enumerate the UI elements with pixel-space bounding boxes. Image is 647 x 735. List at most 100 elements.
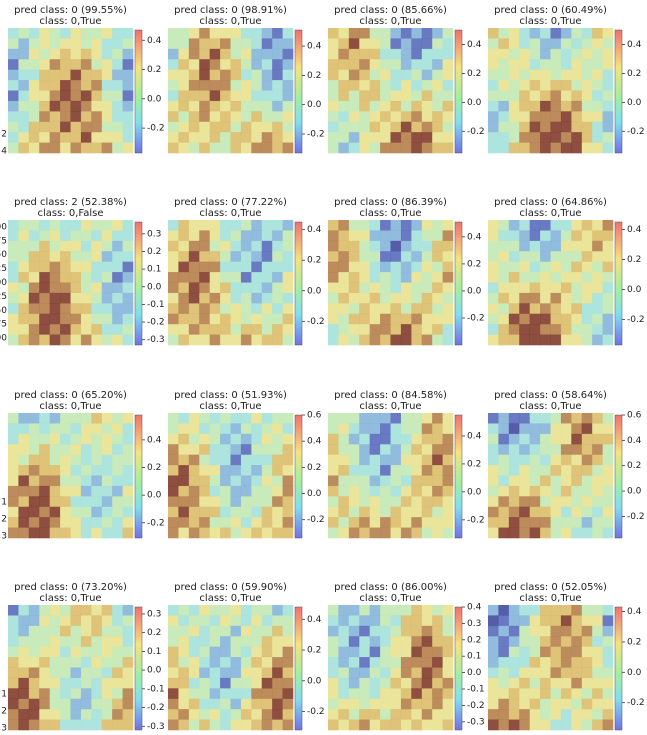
heatmap-cell	[240, 615, 252, 627]
heatmap-cell	[28, 111, 40, 123]
heatmap-cell	[380, 527, 391, 539]
heatmap-cell	[359, 688, 370, 700]
heatmap-cell	[421, 334, 433, 346]
heatmap-cell	[178, 496, 190, 508]
heatmap-cell	[80, 475, 92, 487]
heatmap-cell	[421, 38, 433, 50]
colorbar-tick-label: 0.0	[467, 98, 482, 108]
heatmap-cell	[240, 636, 252, 647]
heatmap-cell	[571, 496, 583, 508]
heatmap-cell	[18, 48, 30, 60]
heatmap-cell	[18, 688, 30, 700]
heatmap-cell	[261, 292, 273, 304]
heatmap-cell	[508, 636, 520, 647]
heatmap-cell	[432, 90, 443, 102]
heatmap-cell	[411, 625, 423, 637]
heatmap-cell	[39, 111, 50, 123]
heatmap-cell	[519, 261, 530, 273]
heatmap-cell	[348, 313, 360, 325]
heatmap-cell	[540, 220, 551, 231]
heatmap-cell	[498, 303, 510, 315]
heatmap-cell	[560, 121, 572, 133]
heatmap-cell	[560, 444, 572, 455]
heatmap-cell	[91, 240, 103, 252]
heatmap-cell	[400, 688, 412, 700]
heatmap-cell	[240, 28, 252, 39]
colorbar-tick-label: 0.3	[147, 609, 161, 619]
heatmap-cell	[220, 719, 231, 731]
heatmap-cell	[411, 59, 423, 70]
heatmap-cell	[592, 303, 603, 315]
heatmap-cell	[101, 69, 113, 81]
heatmap-cell	[328, 28, 339, 39]
colorbar-tick-label: 0.4	[627, 225, 642, 235]
heatmap-cell	[28, 28, 40, 39]
heatmap-cell	[178, 698, 190, 710]
colorbar-tick-label: 0.4	[307, 42, 322, 52]
heatmap-cell	[550, 261, 562, 273]
heatmap-cell	[529, 605, 541, 616]
heatmap-cell	[540, 48, 551, 60]
heatmap-cell	[178, 475, 190, 487]
heatmap-cell	[488, 142, 499, 154]
heatmap-cell	[359, 90, 370, 102]
heatmap-cell	[178, 527, 190, 539]
heatmap-cell	[519, 517, 530, 528]
heatmap-cell	[442, 454, 454, 466]
heatmap-cell	[348, 625, 360, 637]
heatmap-cell	[602, 506, 614, 518]
heatmap-cell	[209, 142, 221, 154]
heatmap-cell	[112, 59, 123, 70]
heatmap-cell	[178, 636, 190, 647]
heatmap-cell	[230, 433, 242, 445]
heatmap-cell	[529, 111, 541, 123]
heatmap-cell	[199, 667, 210, 679]
heatmap-cell	[39, 454, 50, 466]
heatmap-cell	[348, 303, 360, 315]
heatmap-cell	[338, 230, 350, 242]
heatmap-cell	[592, 90, 603, 102]
heatmap-cell	[592, 615, 603, 627]
heatmap-cell	[390, 657, 402, 668]
heatmap-cell	[390, 272, 402, 283]
heatmap-cell	[529, 465, 541, 476]
heatmap-cell	[39, 59, 50, 70]
heatmap-cell	[328, 413, 339, 424]
heatmap-cell	[432, 28, 443, 39]
heatmap-cell	[18, 677, 30, 689]
heatmap-cell	[60, 28, 71, 39]
heatmap-cell	[560, 485, 572, 497]
heatmap-cell	[519, 251, 530, 262]
heatmap-cell	[442, 636, 454, 647]
heatmap-cell	[540, 59, 551, 70]
heatmap-cell	[230, 220, 242, 231]
heatmap-cell	[80, 272, 92, 283]
heatmap-cell	[220, 475, 231, 487]
heatmap-cell	[70, 527, 82, 539]
heatmap-cell	[508, 444, 520, 455]
heatmap-cell	[240, 38, 252, 50]
heatmap-cell	[101, 48, 113, 60]
heatmap-cell	[178, 625, 190, 637]
heatmap-cell	[411, 677, 423, 689]
heatmap-cell	[390, 698, 402, 710]
heatmap-cell	[199, 48, 210, 60]
heatmap-cell	[421, 657, 433, 668]
heatmap-cell	[328, 132, 339, 143]
panel-subtitle: class: 0,True	[359, 401, 421, 412]
heatmap-cell	[498, 517, 510, 528]
heatmap-cell	[328, 334, 339, 346]
heatmap-cell	[282, 646, 294, 658]
heatmap-cell	[442, 698, 454, 710]
heatmap-cell	[91, 230, 103, 242]
heatmap-cell	[240, 433, 252, 445]
heatmap-cell	[188, 90, 200, 102]
heatmap-cell	[519, 230, 530, 242]
heatmap-cell	[550, 677, 562, 689]
heatmap-cell	[540, 142, 551, 154]
heatmap-cell	[60, 625, 71, 637]
heatmap-cell	[240, 334, 252, 346]
heatmap-cell	[272, 142, 283, 154]
heatmap-cell	[251, 413, 263, 424]
